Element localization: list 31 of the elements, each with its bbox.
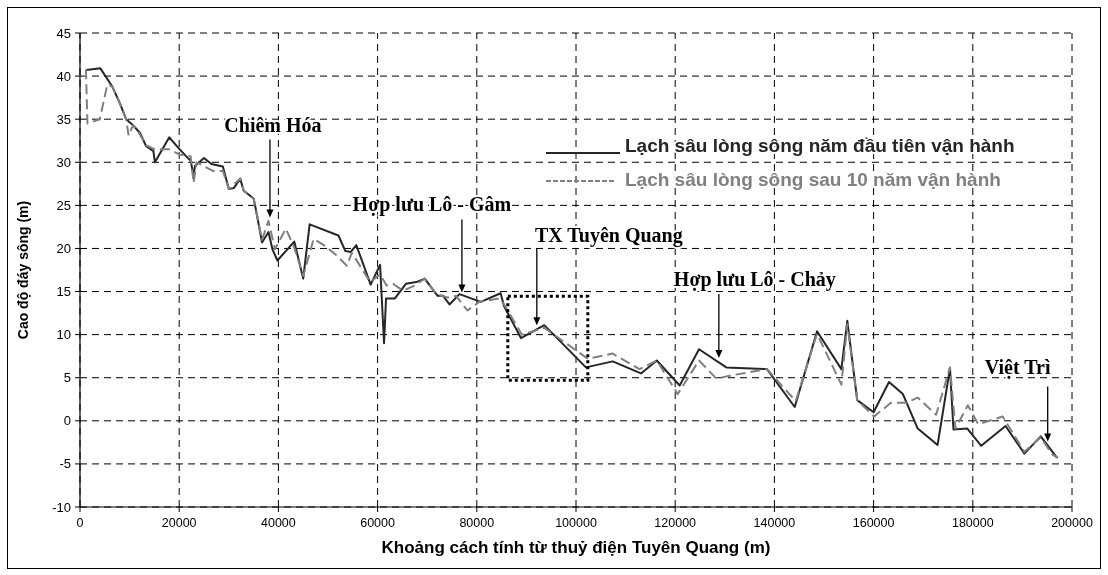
y-tick-label: 30 [56,154,71,170]
x-tick-label: 100000 [555,516,597,530]
y-tick-label: 45 [56,25,71,41]
x-tick-label: 0 [76,516,84,530]
y-tick-label: 15 [56,284,71,300]
legend-label: Lạch sâu lòng sông năm đầu tiên vận hành [625,135,1015,156]
x-axis-title: Khoảng cách tính từ thuỷ điện Tuyên Quang (m) [381,538,771,557]
x-tick-label: 200000 [1051,516,1093,530]
x-tick-label: 180000 [951,516,994,530]
y-tick-label: 40 [56,68,71,84]
x-tick-label: 60000 [360,516,396,530]
y-axis-title: Cao độ đáy sông (m) [15,200,31,340]
y-tick-label: 35 [56,111,71,127]
x-tick-label: 20000 [161,516,197,530]
x-tick-label: 80000 [459,516,495,530]
legend-label: Lạch sâu lòng sông sau 10 năm vận hành [625,169,1001,190]
annotation: Chiêm Hóa [224,114,322,137]
y-tick-label: -5 [59,456,71,472]
x-tick-label: 160000 [852,516,895,530]
x-tick-label: 120000 [654,516,697,530]
y-tick-label: -10 [52,499,71,515]
annotation: TX Tuyên Quang [534,224,683,248]
annotation: Việt Trì [984,355,1051,379]
y-tick-label: 5 [63,370,71,386]
x-tick-label: 140000 [753,516,796,530]
y-tick-label: 0 [63,413,71,429]
y-tick-label: 20 [56,241,71,256]
y-tick-label: 25 [56,197,71,213]
y-tick-label: 10 [56,327,71,343]
annotation: Hợp lưu Lô - Chảy [673,267,836,291]
x-tick-label: 40000 [261,516,296,530]
